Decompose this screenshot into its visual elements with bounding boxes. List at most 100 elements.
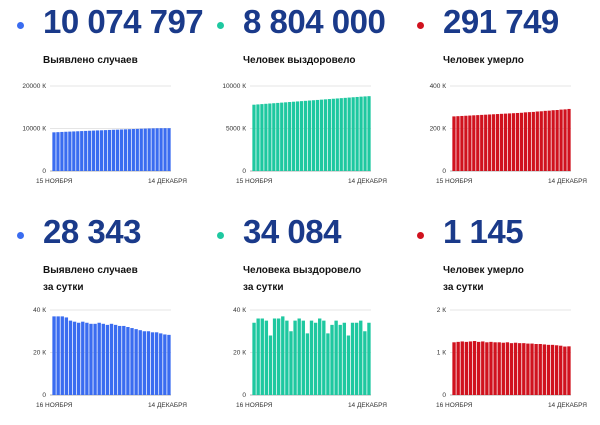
bar [567, 108, 571, 171]
y-tick-label: 40 К [233, 307, 246, 314]
bar [115, 129, 120, 171]
bar [501, 342, 505, 395]
stat-value: 28 343 [43, 213, 141, 250]
bar [476, 341, 481, 395]
bar [563, 109, 567, 171]
bar [351, 97, 355, 171]
panel-deaths-total: 291 749 Человек умерло 0 200 К 400 К 15 НОЯ… [405, 0, 595, 200]
bullet-dot [17, 232, 24, 239]
y-tick-label: 0 [42, 392, 46, 399]
bar [318, 318, 322, 395]
y-tick-label: 0 [442, 168, 446, 175]
bar [292, 101, 296, 171]
stat-label: Выявлено случаев [43, 52, 138, 69]
y-tick-label: 20 К [233, 350, 246, 357]
bar [134, 329, 138, 395]
bar [159, 128, 163, 171]
bar [123, 129, 128, 171]
bar [143, 128, 147, 171]
stat-label: Человек умерло за сутки [443, 262, 524, 296]
bar [119, 129, 124, 171]
bar [56, 132, 60, 171]
bar [147, 128, 151, 171]
bar [281, 316, 285, 395]
bar [81, 321, 85, 395]
bar [131, 129, 135, 171]
bar [135, 128, 139, 171]
bar [485, 342, 489, 395]
bar [338, 324, 342, 395]
bar [64, 131, 68, 171]
bar-chart-deaths-total: 0 200 К 400 К 15 НОЯБРЯ 14 ДЕКАБРЯ [430, 83, 588, 185]
bar [507, 113, 512, 171]
bar [127, 129, 131, 171]
bar [118, 325, 122, 395]
y-tick-label: 20 К [33, 350, 46, 357]
x-tick-label: 14 ДЕКАБРЯ [148, 178, 187, 185]
x-tick-label: 16 НОЯБРЯ [436, 402, 473, 409]
bar [456, 341, 460, 395]
bar [554, 345, 559, 395]
bar [105, 324, 110, 395]
bar [546, 344, 551, 395]
bar [511, 113, 516, 171]
bar [313, 322, 318, 395]
bar [319, 99, 324, 171]
bar [492, 114, 496, 171]
bar [151, 128, 155, 171]
bar [527, 112, 531, 171]
bar [295, 101, 300, 171]
bar-chart-cases-total: 0 10000 К 20000 К 15 НОЯБРЯ 14 ДЕКАБРЯ [22, 83, 187, 185]
bar [307, 100, 312, 171]
bar [472, 115, 476, 171]
stat-label-line: Человек умерло [443, 265, 524, 276]
bar [322, 320, 326, 395]
bar [256, 318, 260, 395]
bar [293, 320, 297, 395]
bar [301, 320, 305, 395]
bar [555, 110, 559, 171]
bar [452, 342, 456, 395]
bar [335, 98, 339, 171]
stat-label-line: за сутки [443, 282, 484, 293]
bar [367, 96, 371, 171]
bullet-dot [17, 22, 24, 29]
bar [256, 104, 260, 171]
bar [264, 320, 269, 395]
bar [142, 331, 147, 395]
stat-value: 291 749 [443, 3, 559, 40]
y-tick-label: 400 К [430, 83, 447, 90]
x-tick-label: 14 ДЕКАБРЯ [548, 402, 587, 409]
y-tick-label: 200 К [430, 126, 447, 133]
bar [559, 109, 563, 171]
bar [503, 113, 508, 171]
y-tick-label: 5000 К [226, 126, 246, 133]
bar [264, 103, 268, 171]
bar [505, 342, 510, 395]
bar [76, 131, 80, 171]
bar [146, 331, 151, 395]
bar [139, 128, 143, 171]
y-tick-label: 2 К [437, 307, 446, 314]
bar [354, 322, 359, 395]
bar [167, 128, 171, 171]
bar [80, 131, 84, 171]
bar [495, 114, 500, 171]
bar [334, 320, 338, 395]
bar [330, 324, 334, 395]
bar [315, 99, 320, 171]
bullet-dot [417, 232, 424, 239]
bar [309, 320, 314, 395]
bar [305, 333, 310, 395]
y-tick-label: 0 [42, 168, 46, 175]
bar [567, 346, 571, 395]
bullet-dot [417, 22, 424, 29]
bar [538, 344, 542, 395]
x-tick-label: 15 НОЯБРЯ [236, 178, 273, 185]
panel-cases-total: 10 074 797 Выявлено случаев 0 10000 К 2000… [5, 0, 204, 200]
bar [155, 128, 159, 171]
bar [509, 343, 514, 395]
bar [531, 111, 535, 171]
bar [280, 102, 284, 171]
